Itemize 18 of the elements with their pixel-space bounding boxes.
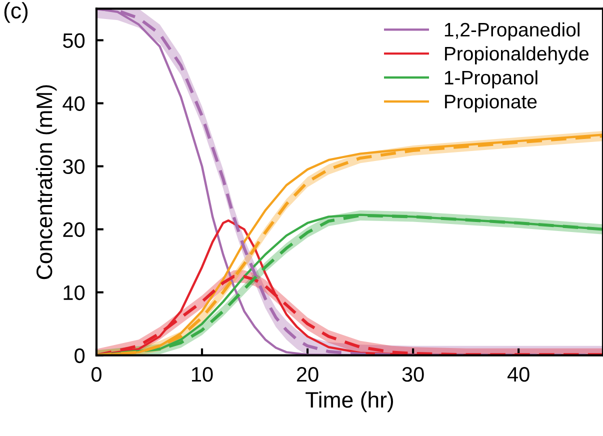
legend-label: Propionaldehyde	[445, 46, 589, 64]
y-tick-label: 20	[63, 222, 85, 238]
legend-label: 1-Propanol	[444, 70, 538, 88]
y-tick-label: 0	[74, 348, 85, 364]
x-tick-label: 20	[296, 367, 318, 382]
legend-label: Propionate	[445, 94, 537, 112]
y-tick-label: 40	[62, 96, 85, 112]
legend-label: 1,2-Propanediol	[444, 22, 580, 40]
text: (c)	[4, 2, 28, 23]
x-tick-label: 0	[92, 367, 102, 382]
y-tick-label: 10	[64, 285, 85, 300]
x-tick-label: 40	[507, 367, 530, 382]
x-axis-title: Time (hr)	[306, 391, 394, 412]
y-tick-label: 30	[62, 159, 85, 174]
y-tick-label: 50	[63, 33, 85, 48]
x-tick-label: 30	[402, 367, 424, 382]
x-tick-label: 10	[192, 367, 213, 382]
y-axis-title: Concentration (mM)	[36, 85, 57, 280]
